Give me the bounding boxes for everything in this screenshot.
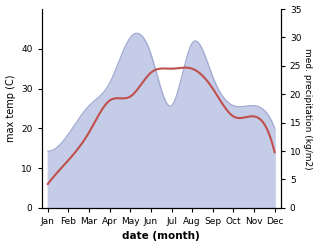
Y-axis label: med. precipitation (kg/m2): med. precipitation (kg/m2) — [303, 48, 313, 169]
X-axis label: date (month): date (month) — [122, 231, 200, 242]
Y-axis label: max temp (C): max temp (C) — [5, 75, 16, 142]
